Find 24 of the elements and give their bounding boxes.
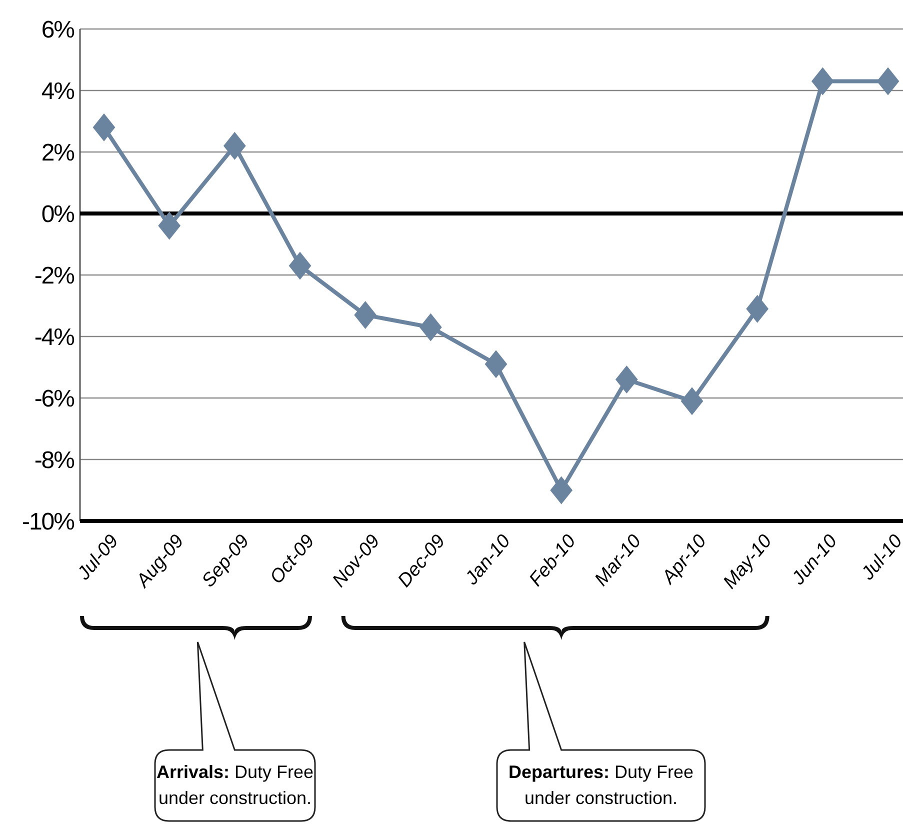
point <box>680 387 704 416</box>
point <box>615 366 638 394</box>
y-tick-label: -10% <box>22 508 75 536</box>
point <box>223 132 246 160</box>
y-tick-label: -2% <box>34 262 75 290</box>
y-tick-label: -8% <box>34 446 75 474</box>
point <box>354 300 377 329</box>
y-tick-label: 4% <box>41 78 75 105</box>
y-tick-label: -4% <box>34 324 75 351</box>
point <box>288 252 312 280</box>
y-tick-label: -6% <box>34 385 75 412</box>
point <box>419 313 442 342</box>
text: Departures: Duty Free under construction. <box>508 762 694 808</box>
point <box>746 294 769 323</box>
point <box>484 350 508 378</box>
text: Arrivals: Duty Free under construction. <box>156 762 314 808</box>
point <box>811 67 834 96</box>
point <box>158 212 181 240</box>
point <box>550 476 573 504</box>
y-tick-label: 0% <box>41 200 75 228</box>
point <box>876 67 900 96</box>
y-tick-label: 6% <box>41 16 75 44</box>
point <box>92 113 116 142</box>
y-tick-label: 2% <box>41 139 75 166</box>
